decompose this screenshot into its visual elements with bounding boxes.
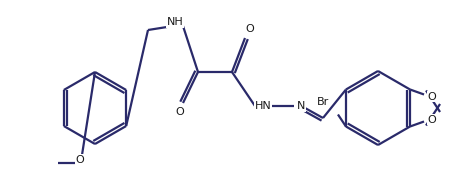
- Text: O: O: [76, 155, 85, 165]
- Text: N: N: [297, 101, 305, 111]
- Text: HN: HN: [255, 101, 271, 111]
- Text: O: O: [428, 115, 437, 124]
- Text: O: O: [176, 107, 184, 117]
- Text: O: O: [428, 92, 437, 102]
- Text: Br: Br: [317, 97, 329, 107]
- Text: NH: NH: [167, 17, 183, 27]
- Text: O: O: [246, 24, 254, 34]
